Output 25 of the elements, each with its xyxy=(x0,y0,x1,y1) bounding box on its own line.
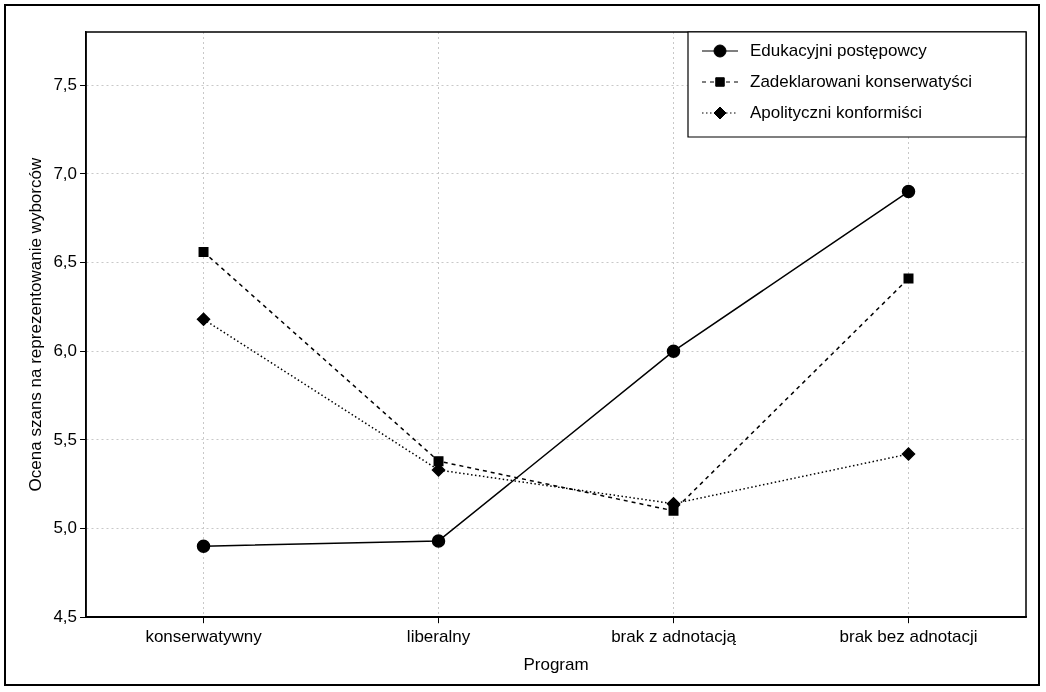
x-axis-title: Program xyxy=(523,655,589,675)
point xyxy=(901,184,916,199)
legend-label: Zadeklarowani konserwatyści xyxy=(750,71,973,91)
legend-label: Apolityczni konformiści xyxy=(750,102,922,122)
point xyxy=(901,447,916,461)
x-tick-label: liberalny xyxy=(406,627,471,647)
point xyxy=(668,505,679,516)
point xyxy=(433,456,444,467)
y-tick-label: 7,5 xyxy=(53,74,78,94)
x-tick-label: brak bez adnotacji xyxy=(839,627,978,647)
point xyxy=(196,539,211,554)
x-tick-label: brak z adnotacją xyxy=(611,627,737,647)
y-tick-label: 4,5 xyxy=(53,606,78,626)
y-tick-label: 6,0 xyxy=(53,340,78,360)
point xyxy=(666,344,681,358)
x-tick-label: konserwatywny xyxy=(145,627,263,647)
y-tick-label: 5,5 xyxy=(53,429,78,449)
y-tick-label: 5,0 xyxy=(53,518,78,538)
y-tick-label: 6,5 xyxy=(53,252,78,272)
point xyxy=(198,246,209,257)
point xyxy=(196,312,211,327)
point xyxy=(431,534,446,548)
y-tick-label: 7,0 xyxy=(53,163,78,183)
y-axis-title: Ocena szans na reprezentowanie wyborców xyxy=(25,157,45,492)
legend-label: Edukacyjni postępowcy xyxy=(750,40,928,60)
